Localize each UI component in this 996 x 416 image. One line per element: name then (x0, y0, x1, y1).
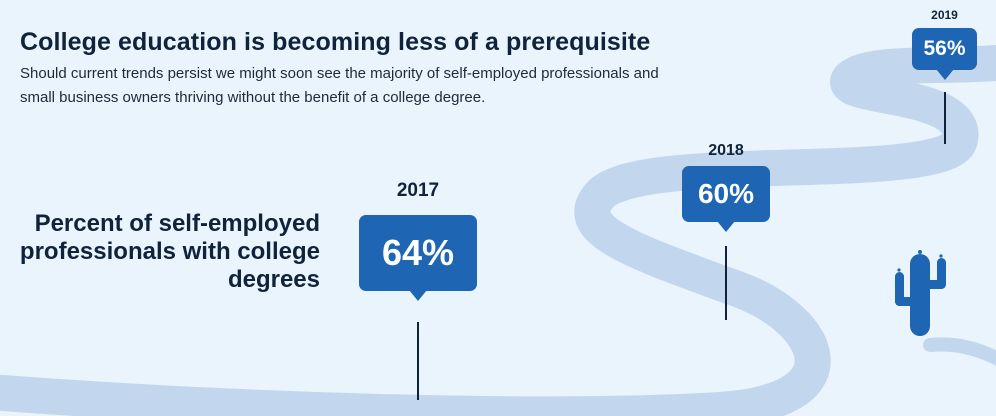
road-path (0, 45, 996, 416)
marker-pin (417, 322, 419, 400)
chart-subtitle: Should current trends persist we might s… (20, 65, 659, 106)
value-label: 56% (923, 37, 966, 60)
value-label: 60% (697, 178, 755, 209)
y-axis-label: Percent of self-employed professionals w… (19, 210, 320, 293)
cactus-icon (895, 250, 946, 336)
chart-title: College education is becoming less of a … (20, 28, 651, 56)
bubble-pointer (717, 221, 735, 232)
marker-2017: 2017 64% (359, 0, 477, 416)
marker-2019: 2019 56% (912, 0, 977, 416)
value-bubble: 64% (359, 215, 477, 301)
year-label: 2019 (931, 8, 958, 22)
marker-pin (725, 246, 727, 320)
value-bubble: 56% (912, 28, 977, 80)
year-label: 2017 (396, 180, 440, 201)
value-label: 64% (381, 232, 455, 273)
value-bubble: 60% (682, 166, 770, 232)
bubble-pointer (409, 290, 427, 301)
marker-pin (943, 92, 946, 144)
marker-2018: 2018 60% (682, 0, 770, 416)
year-label: 2018 (708, 142, 744, 159)
bubble-pointer (935, 69, 954, 80)
